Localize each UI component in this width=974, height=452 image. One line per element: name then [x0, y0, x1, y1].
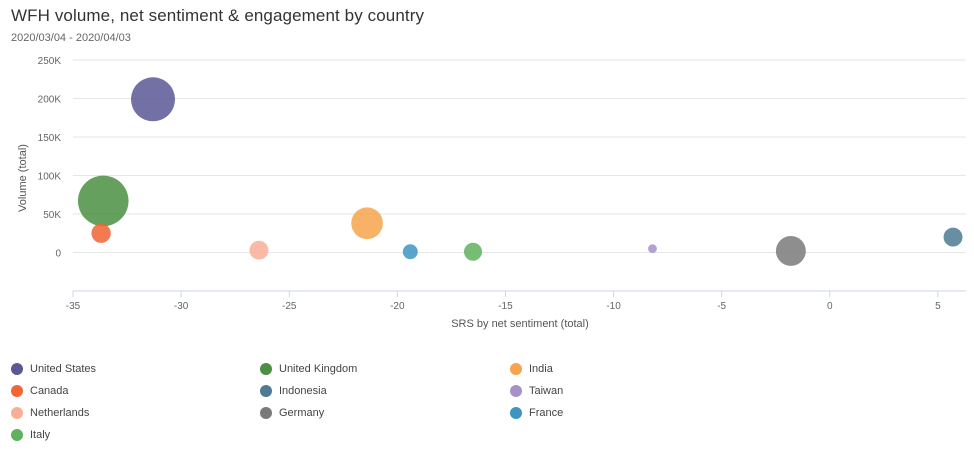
x-tick-label: -10 — [606, 301, 621, 312]
x-tick-label: -20 — [390, 301, 405, 312]
x-tick-label: 5 — [935, 301, 941, 312]
bubble-france[interactable] — [402, 244, 418, 260]
y-tick-label: 100K — [38, 172, 62, 183]
legend-item-united-states[interactable]: United States — [11, 362, 260, 376]
x-tick-label: -5 — [717, 301, 726, 312]
bubble-india[interactable] — [351, 207, 383, 240]
bubble-canada[interactable] — [91, 223, 111, 243]
bubble-italy[interactable] — [463, 242, 483, 261]
bubble-indonesia[interactable] — [943, 227, 963, 247]
legend-item-germany[interactable]: Germany — [260, 406, 510, 420]
y-tick-label: 0 — [55, 249, 61, 260]
legend-label: Italy — [30, 429, 51, 441]
bubble-united-states[interactable] — [131, 77, 176, 122]
legend-swatch — [510, 407, 522, 419]
legend-swatch — [510, 363, 522, 375]
bubble-germany[interactable] — [775, 236, 806, 266]
x-tick-label: 0 — [827, 301, 833, 312]
legend-item-italy[interactable]: Italy — [11, 428, 260, 442]
x-tick-label: -15 — [498, 301, 513, 312]
legend-label: Canada — [30, 385, 69, 397]
legend-swatch — [11, 385, 23, 397]
y-tick-label: 150K — [38, 133, 62, 144]
legend-swatch — [11, 429, 23, 441]
legend-label: United Kingdom — [279, 363, 358, 375]
legend-label: Indonesia — [279, 385, 327, 397]
y-axis-ticks: 0 50K 100K 150K 200K 250K — [38, 56, 62, 260]
legend-label: United States — [30, 363, 97, 375]
x-tick-label: -25 — [282, 301, 297, 312]
y-tick-label: 250K — [38, 56, 62, 67]
legend-swatch — [11, 407, 23, 419]
legend-swatch — [11, 363, 23, 375]
x-axis-ticks: -35 -30 -25 -20 -15 -10 -5 0 5 — [66, 291, 941, 312]
legend-item-canada[interactable]: Canada — [11, 384, 260, 398]
bubbles — [77, 77, 963, 266]
legend-item-taiwan[interactable]: Taiwan — [510, 384, 750, 398]
x-tick-label: -30 — [174, 301, 189, 312]
y-tick-label: 200K — [38, 95, 62, 106]
legend-item-netherlands[interactable]: Netherlands — [11, 406, 260, 420]
legend-swatch — [510, 385, 522, 397]
legend: United States United Kingdom India Canada In… — [11, 362, 751, 442]
bubble-netherlands[interactable] — [249, 240, 269, 260]
y-axis-label: Volume (total) — [17, 144, 29, 212]
legend-label: India — [529, 363, 553, 375]
bubble-taiwan[interactable] — [648, 244, 657, 254]
legend-label: Netherlands — [30, 407, 90, 419]
x-tick-label: -35 — [66, 301, 81, 312]
date-range-subtitle: 2020/03/04 - 2020/04/03 — [11, 32, 131, 44]
legend-item-india[interactable]: India — [510, 362, 750, 376]
legend-label: Taiwan — [529, 385, 564, 397]
legend-item-united-kingdom[interactable]: United Kingdom — [260, 362, 510, 376]
x-axis-label: SRS by net sentiment (total) — [451, 318, 589, 330]
gridlines — [73, 59, 966, 253]
chart-title: WFH volume, net sentiment & engagement b… — [11, 6, 425, 25]
legend-label: France — [529, 407, 564, 419]
legend-swatch — [260, 407, 272, 419]
y-tick-label: 50K — [43, 210, 61, 221]
legend-item-indonesia[interactable]: Indonesia — [260, 384, 510, 398]
legend-swatch — [260, 385, 272, 397]
legend-item-france[interactable]: France — [510, 406, 750, 420]
legend-label: Germany — [279, 407, 325, 419]
legend-swatch — [260, 363, 272, 375]
bubble-united-kingdom[interactable] — [77, 175, 129, 227]
